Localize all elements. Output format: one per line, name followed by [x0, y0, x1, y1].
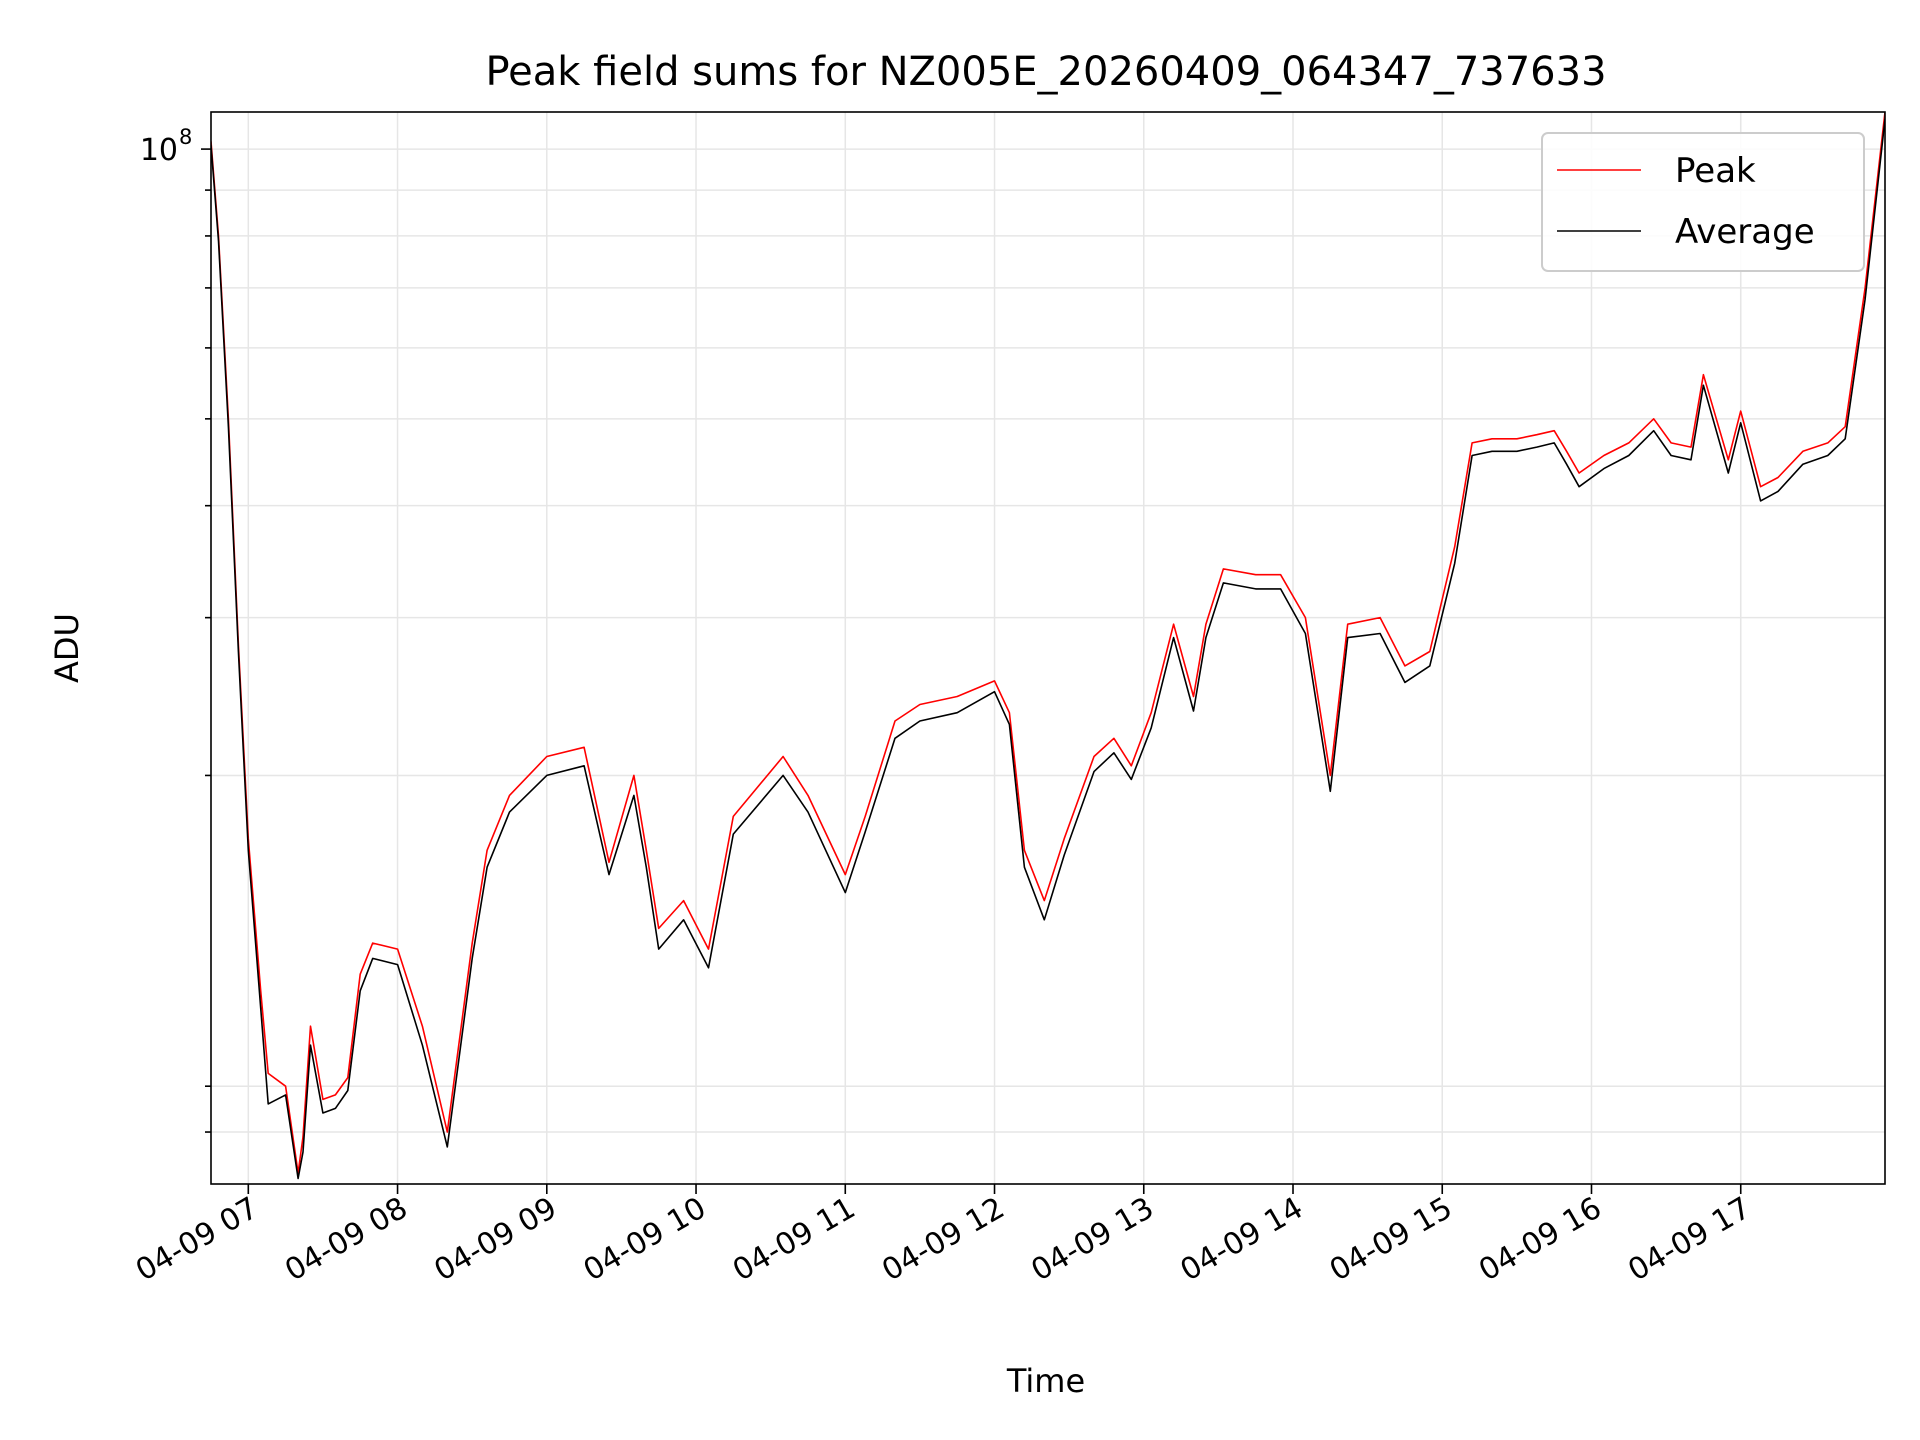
y-tick-label-base: 10: [140, 133, 178, 168]
x-tick-label: 04-09 16: [1473, 1191, 1607, 1289]
series-line-average: [211, 119, 1885, 1180]
y-tick-label-exponent: 8: [179, 125, 192, 149]
x-axis: 04-09 07 04-09 08 04-09 09 04-09 10 04-09 11…: [130, 1184, 1757, 1288]
x-tick-label: 04-09 10: [578, 1191, 712, 1289]
x-tick-label: 04-09 13: [1025, 1191, 1159, 1289]
axes-frame: [210, 111, 1886, 1185]
x-axis-label: Time: [1006, 1362, 1085, 1400]
x-tick-label: 04-09 11: [727, 1191, 861, 1289]
y-axis-label: ADU: [48, 613, 86, 683]
legend-label-peak: Peak: [1675, 151, 1756, 191]
x-tick-label: 04-09 14: [1175, 1191, 1309, 1289]
x-tick-label: 04-09 09: [428, 1191, 562, 1289]
x-tick-label: 04-09 12: [876, 1191, 1010, 1289]
x-tick-label: 04-09 17: [1622, 1191, 1756, 1289]
x-tick-label: 04-09 08: [279, 1191, 413, 1289]
series-layer: [211, 112, 1885, 1180]
plot-area: [211, 112, 1885, 1180]
chart-title: Peak field sums for NZ005E_20260409_0643…: [485, 49, 1606, 95]
legend-box: [1541, 132, 1865, 272]
x-tick-label: 04-09 07: [130, 1191, 264, 1289]
legend-label-average: Average: [1675, 212, 1815, 252]
x-tick-label: 04-09 15: [1324, 1191, 1458, 1289]
y-axis: 10 8: [140, 125, 211, 1133]
legend: Peak Average: [1541, 132, 1865, 272]
series-line-peak: [211, 112, 1885, 1174]
